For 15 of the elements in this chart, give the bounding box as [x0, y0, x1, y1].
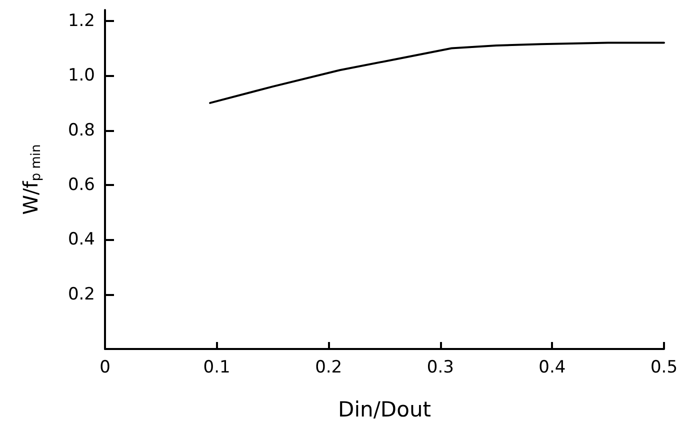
x-tick-label: 0.4 [538, 358, 566, 378]
y-tick-label: 0.8 [68, 120, 95, 140]
x-axis-title: Din/Dout [338, 398, 431, 422]
y-tick-label: 0.4 [68, 230, 95, 250]
x-tick-label: 0.5 [650, 358, 678, 378]
line-series [209, 42, 665, 104]
x-tick-label: 0 [100, 358, 110, 378]
y-axis-title: W/fp min [18, 144, 44, 215]
y-tick-label: 0.6 [68, 174, 95, 195]
y-tick-label: 1.0 [68, 66, 95, 86]
y-tick-label: 0.2 [68, 284, 95, 304]
x-tick-label: 0.2 [315, 358, 342, 378]
x-tick-label: 0.1 [203, 358, 230, 378]
y-tick-label: 1.2 [68, 10, 95, 31]
x-tick-label: 0.3 [426, 358, 454, 378]
